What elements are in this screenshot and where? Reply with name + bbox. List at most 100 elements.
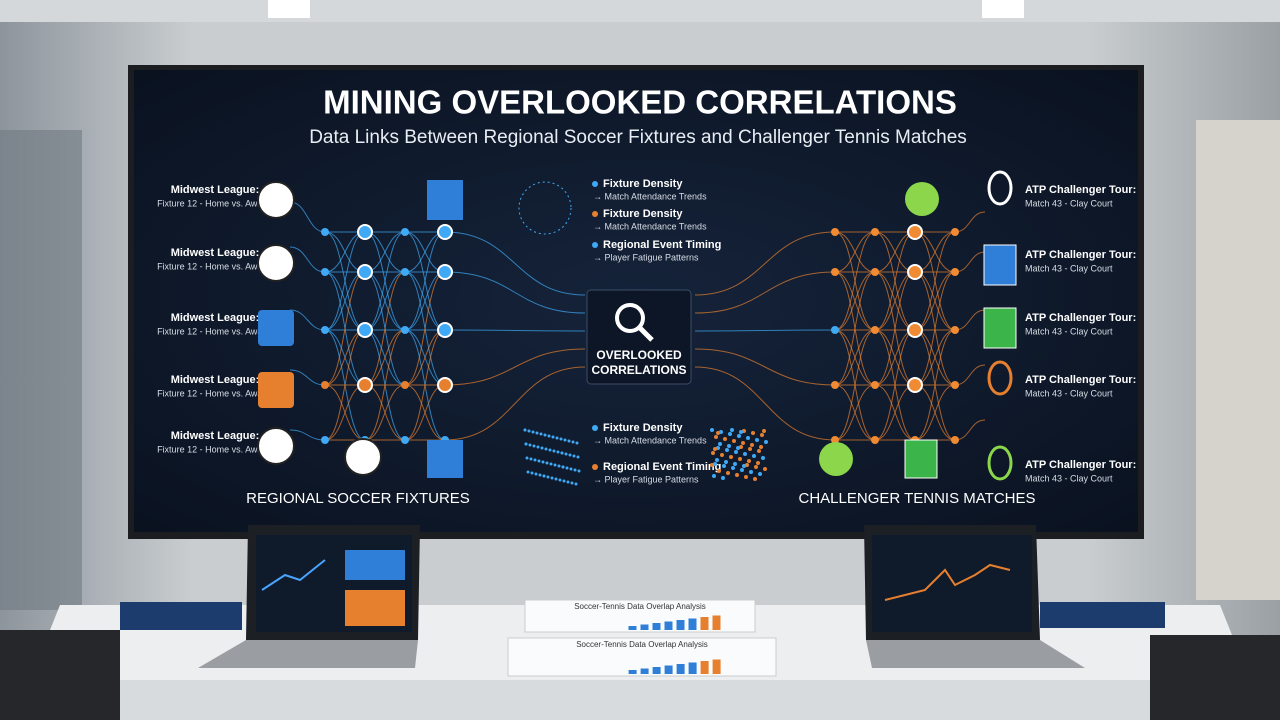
dot — [570, 481, 574, 485]
laptop-right-base — [866, 640, 1085, 668]
dot — [732, 439, 736, 443]
chair — [1150, 635, 1280, 720]
node — [907, 322, 923, 338]
node — [831, 436, 839, 444]
node — [871, 228, 879, 236]
screen-title: MINING OVERLOOKED CORRELATIONS — [323, 84, 957, 121]
paper-bar — [628, 670, 637, 674]
dot — [755, 438, 759, 442]
link — [914, 384, 956, 441]
link — [364, 329, 406, 441]
paper-title: Soccer-Tennis Data Overlap Analysis — [576, 640, 708, 649]
node — [831, 381, 839, 389]
dot — [759, 445, 763, 449]
dot — [526, 470, 530, 474]
dot — [534, 472, 538, 476]
dot — [524, 442, 528, 446]
bullet — [592, 464, 598, 470]
dot — [738, 457, 742, 461]
bullet — [592, 425, 598, 431]
dot — [539, 432, 543, 436]
fixture-label: Fixture 12 - Home vs. Away — [157, 261, 267, 271]
court-icon — [983, 244, 1017, 286]
node — [907, 264, 923, 280]
bullet — [592, 211, 598, 217]
dot — [567, 439, 571, 443]
dot — [565, 466, 569, 470]
dot — [568, 453, 572, 457]
node — [357, 224, 373, 240]
dot — [741, 441, 745, 445]
dot — [535, 431, 539, 435]
light — [268, 0, 310, 18]
soccer-ball-icon — [257, 427, 295, 465]
paper-bar — [652, 623, 661, 630]
dot — [574, 482, 578, 486]
node — [357, 377, 373, 393]
dot — [756, 461, 760, 465]
node — [437, 224, 453, 240]
soccer-ball-icon — [257, 244, 295, 282]
dot — [559, 437, 563, 441]
dot — [712, 474, 716, 478]
magnifier-handle — [638, 326, 654, 342]
court-icon — [904, 439, 938, 479]
dot — [720, 453, 724, 457]
dot — [532, 444, 536, 448]
dot — [537, 459, 541, 463]
dot — [733, 462, 737, 466]
papers: Soccer-Tennis Data Overlap Analysis Socce… — [120, 599, 1165, 677]
link — [694, 366, 836, 441]
dot — [530, 471, 534, 475]
hub-box — [586, 289, 692, 385]
link — [834, 271, 876, 331]
league-label: Midwest League: — [171, 374, 260, 386]
dot — [749, 470, 753, 474]
desk-edge — [30, 680, 1250, 720]
dot — [750, 443, 754, 447]
magnifier-icon — [615, 303, 645, 333]
link — [694, 231, 836, 296]
dot — [744, 475, 748, 479]
dot — [727, 444, 731, 448]
dot — [740, 468, 744, 472]
dot — [724, 460, 728, 464]
node — [321, 436, 329, 444]
dot — [747, 459, 751, 463]
dot — [547, 434, 551, 438]
tennis-ball-icon — [905, 182, 939, 216]
paper-bar — [664, 621, 673, 630]
dot — [752, 454, 756, 458]
node — [951, 436, 959, 444]
link — [444, 271, 586, 314]
dot — [558, 478, 562, 482]
dot — [527, 429, 531, 433]
link — [834, 271, 876, 386]
node — [831, 228, 839, 236]
dot — [746, 436, 750, 440]
dot — [717, 469, 721, 473]
paper-title: Soccer-Tennis Data Overlap Analysis — [574, 602, 706, 611]
dot — [577, 469, 581, 473]
right-footer: CHALLENGER TENNIS MATCHES — [799, 490, 1036, 507]
dot — [576, 455, 580, 459]
dot — [569, 467, 573, 471]
tour-label: ATP Challenger Tour: — [1025, 184, 1136, 196]
match-label: Match 43 - Clay Court — [1025, 198, 1113, 208]
link — [444, 231, 586, 296]
chair — [0, 630, 120, 720]
node — [871, 436, 879, 444]
dot — [729, 455, 733, 459]
racket-icon — [987, 360, 1013, 396]
paper-bar — [628, 626, 637, 630]
dot — [714, 435, 718, 439]
node — [401, 228, 409, 236]
fixture-label: Fixture 12 - Home vs. Away — [157, 326, 267, 336]
node — [437, 322, 453, 338]
paper-bar — [700, 661, 709, 674]
node — [951, 228, 959, 236]
light — [982, 0, 1024, 18]
dot — [575, 441, 579, 445]
dot — [710, 463, 714, 467]
node — [831, 326, 839, 334]
